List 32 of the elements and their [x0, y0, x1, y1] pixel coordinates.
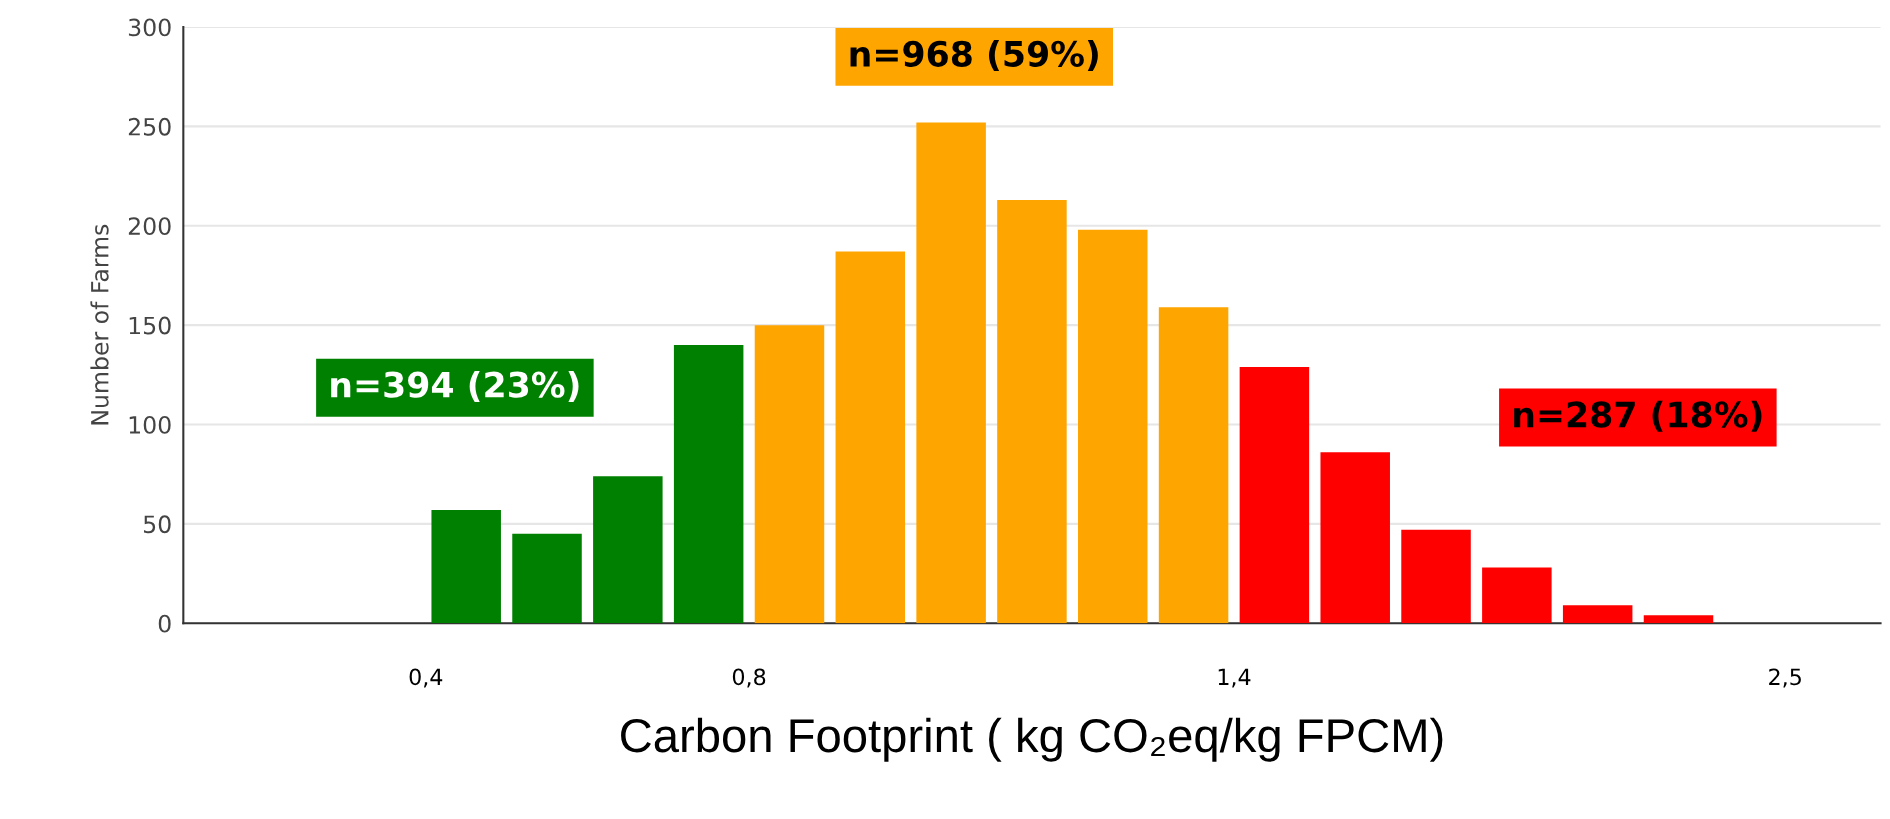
- annotation: n=287 (18%): [1514, 400, 1762, 432]
- y-tick-label: 300: [128, 18, 171, 37]
- bar: [1482, 567, 1552, 624]
- bar: [1078, 229, 1148, 624]
- bar: [916, 122, 986, 624]
- bar: [593, 476, 663, 624]
- text: 0,4: [409, 668, 443, 688]
- bar: [512, 533, 582, 624]
- y-tick-label: 50: [144, 515, 171, 534]
- bar: [1643, 615, 1714, 624]
- bar: [431, 509, 501, 624]
- annotation: n=394 (23%): [331, 370, 579, 402]
- text: 2,5: [1769, 668, 1801, 688]
- y-tick-label: 0: [158, 614, 171, 633]
- text: 1,4: [1218, 668, 1251, 688]
- bar: [1239, 366, 1310, 624]
- bar: [997, 199, 1067, 624]
- y-tick-label: 250: [128, 117, 171, 136]
- text: 0,8: [732, 668, 766, 688]
- y-axis-title: Number of Farms: [90, 224, 109, 425]
- y-tick-label: 100: [129, 415, 171, 434]
- bar: [835, 251, 906, 624]
- bar: [1401, 529, 1471, 624]
- x-axis-title: Carbon Footprint ( kg CO₂eq/kg FPCM): [621, 717, 1443, 762]
- annotation: n=968 (59%): [850, 40, 1098, 71]
- bar: [673, 345, 744, 624]
- bar: [1320, 452, 1390, 624]
- bar: [1562, 605, 1633, 624]
- y-tick-label: 150: [129, 316, 171, 335]
- bar: [1158, 307, 1229, 624]
- y-tick-label: 200: [128, 217, 171, 236]
- bar: [754, 325, 825, 624]
